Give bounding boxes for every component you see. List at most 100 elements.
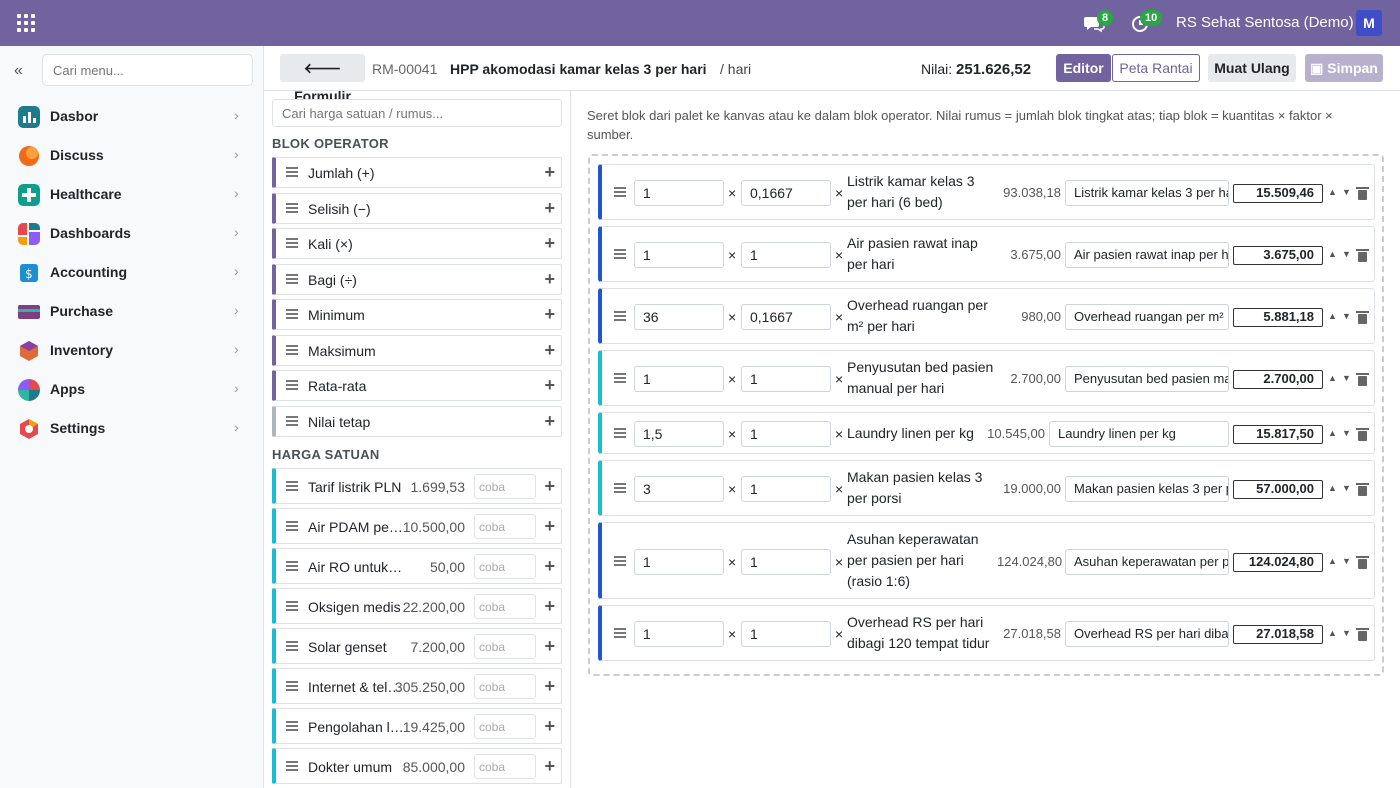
drag-handle-icon[interactable] [614, 249, 626, 259]
move-up-icon[interactable]: ▲ [1328, 556, 1337, 566]
price-block[interactable]: Dokter umum 85.000,00 coba + [272, 748, 562, 784]
drag-handle-icon[interactable] [286, 481, 298, 491]
drag-handle-icon[interactable] [286, 309, 298, 319]
sidebar-item-accounting[interactable]: $ Accounting › [0, 253, 264, 292]
source-select[interactable]: Overhead ruangan per m² per hari [1065, 304, 1229, 330]
factor-input[interactable]: 0,1667 [741, 304, 831, 330]
try-value-input[interactable]: coba [474, 594, 536, 619]
quantity-input[interactable]: 1 [634, 366, 724, 392]
app-menu-grid-icon[interactable] [17, 14, 35, 32]
source-select[interactable]: Penyusutan bed pasien manual per hari [1065, 366, 1229, 392]
move-down-icon[interactable]: ▼ [1342, 373, 1351, 383]
back-to-form-button[interactable]: 🡐 Formulir [280, 54, 365, 104]
formula-row[interactable]: 1 × 0,1667 × Listrik kamar kelas 3 per hari … [598, 164, 1375, 220]
try-value-input[interactable]: coba [474, 514, 536, 539]
source-select[interactable]: Asuhan keperawatan per pasien per hari (… [1065, 549, 1229, 575]
sidebar-item-healthcare[interactable]: Healthcare › [0, 175, 264, 214]
factor-input[interactable]: 0,1667 [741, 180, 831, 206]
move-up-icon[interactable]: ▲ [1328, 428, 1337, 438]
move-up-icon[interactable]: ▲ [1328, 249, 1337, 259]
move-down-icon[interactable]: ▼ [1342, 556, 1351, 566]
delete-icon[interactable] [1356, 311, 1369, 324]
sidebar-item-discuss[interactable]: Discuss › [0, 136, 264, 175]
drag-handle-icon[interactable] [286, 721, 298, 731]
move-down-icon[interactable]: ▼ [1342, 483, 1351, 493]
move-down-icon[interactable]: ▼ [1342, 249, 1351, 259]
source-select[interactable]: Makan pasien kelas 3 per porsi [1065, 476, 1229, 502]
add-block-icon[interactable]: + [544, 516, 555, 536]
add-block-icon[interactable]: + [544, 676, 555, 696]
drag-handle-icon[interactable] [286, 167, 298, 177]
formula-row[interactable]: 1 × 1 × Overhead RS per hari dibagi 120 temp… [598, 605, 1375, 661]
drag-handle-icon[interactable] [286, 273, 298, 284]
drag-handle-icon[interactable] [286, 681, 298, 691]
editor-tab-button[interactable]: Editor [1056, 54, 1111, 82]
try-value-input[interactable]: coba [474, 674, 536, 699]
delete-icon[interactable] [1356, 428, 1369, 441]
add-block-icon[interactable]: + [544, 339, 555, 360]
price-block[interactable]: Tarif listrik PLN 1.699,53 coba + [272, 468, 562, 504]
add-block-icon[interactable]: + [544, 375, 555, 395]
add-block-icon[interactable]: + [544, 162, 555, 182]
operator-block[interactable]: Jumlah (+) + [272, 157, 562, 188]
sidebar-item-inventory[interactable]: Inventory › [0, 331, 264, 370]
quantity-input[interactable]: 1 [634, 180, 724, 206]
move-up-icon[interactable]: ▲ [1328, 187, 1337, 197]
price-block[interactable]: Solar genset 7.200,00 coba + [272, 628, 562, 664]
move-down-icon[interactable]: ▼ [1342, 187, 1351, 197]
drag-handle-icon[interactable] [286, 380, 298, 390]
try-value-input[interactable]: coba [474, 714, 536, 739]
operator-block[interactable]: Minimum + [272, 299, 562, 330]
delete-icon[interactable] [1356, 187, 1369, 200]
move-up-icon[interactable]: ▲ [1328, 311, 1337, 321]
collapse-sidebar-icon[interactable]: « [14, 62, 23, 79]
add-block-icon[interactable]: + [544, 636, 555, 656]
factor-input[interactable]: 1 [741, 421, 831, 447]
try-value-input[interactable]: coba [474, 554, 536, 579]
sidebar-item-apps[interactable]: Apps › [0, 370, 264, 409]
source-select[interactable]: Air pasien rawat inap per hari [1065, 242, 1229, 268]
add-block-icon[interactable]: + [544, 233, 555, 253]
factor-input[interactable]: 1 [741, 549, 831, 575]
factor-input[interactable]: 1 [741, 366, 831, 392]
operator-block[interactable]: Maksimum + [272, 334, 562, 366]
move-up-icon[interactable]: ▲ [1328, 483, 1337, 493]
try-value-input[interactable]: coba [474, 634, 536, 659]
add-block-icon[interactable]: + [544, 476, 555, 496]
factor-input[interactable]: 1 [741, 476, 831, 502]
sidebar-item-dashboards[interactable]: Dashboards › [0, 214, 264, 253]
delete-icon[interactable] [1356, 249, 1369, 262]
move-down-icon[interactable]: ▼ [1342, 428, 1351, 438]
sidebar-item-dasbor[interactable]: Dasbor › [0, 97, 264, 136]
quantity-input[interactable]: 1 [634, 242, 724, 268]
operator-block[interactable]: Rata-rata + [272, 370, 562, 401]
quantity-input[interactable]: 36 [634, 304, 724, 330]
drag-handle-icon[interactable] [286, 344, 298, 355]
add-block-icon[interactable]: + [544, 556, 555, 576]
price-block[interactable]: Pengolahan limbah19.425,00 coba + [272, 708, 562, 744]
drag-handle-icon[interactable] [614, 373, 626, 383]
add-block-icon[interactable]: + [544, 304, 555, 324]
menu-search-input[interactable] [42, 54, 253, 86]
try-value-input[interactable]: coba [474, 474, 536, 499]
operator-block[interactable]: Kali (×) + [272, 228, 562, 259]
drag-handle-icon[interactable] [286, 761, 298, 771]
move-down-icon[interactable]: ▼ [1342, 311, 1351, 321]
add-block-icon[interactable]: + [544, 596, 555, 616]
formula-row[interactable]: 36 × 0,1667 × Overhead ruangan per m² per ha… [598, 288, 1375, 344]
quantity-input[interactable]: 1 [634, 621, 724, 647]
move-down-icon[interactable]: ▼ [1342, 628, 1351, 638]
operator-block[interactable]: Bagi (÷) + [272, 263, 562, 295]
drag-handle-icon[interactable] [614, 428, 626, 438]
quantity-input[interactable]: 1,5 [634, 421, 724, 447]
source-select[interactable]: Overhead RS per hari dibagi 120 tempat t… [1065, 621, 1229, 647]
source-select[interactable]: Listrik kamar kelas 3 per hari (6 bed) [1065, 180, 1229, 206]
drag-handle-icon[interactable] [614, 628, 626, 638]
price-block[interactable]: Air PDAM per m310.500,00 coba + [272, 508, 562, 544]
delete-icon[interactable] [1356, 483, 1369, 496]
drag-handle-icon[interactable] [286, 238, 298, 248]
factor-input[interactable]: 1 [741, 242, 831, 268]
drag-handle-icon[interactable] [286, 561, 298, 571]
sidebar-item-purchase[interactable]: Purchase › [0, 292, 264, 331]
reload-button[interactable]: Muat Ulang [1208, 54, 1296, 82]
